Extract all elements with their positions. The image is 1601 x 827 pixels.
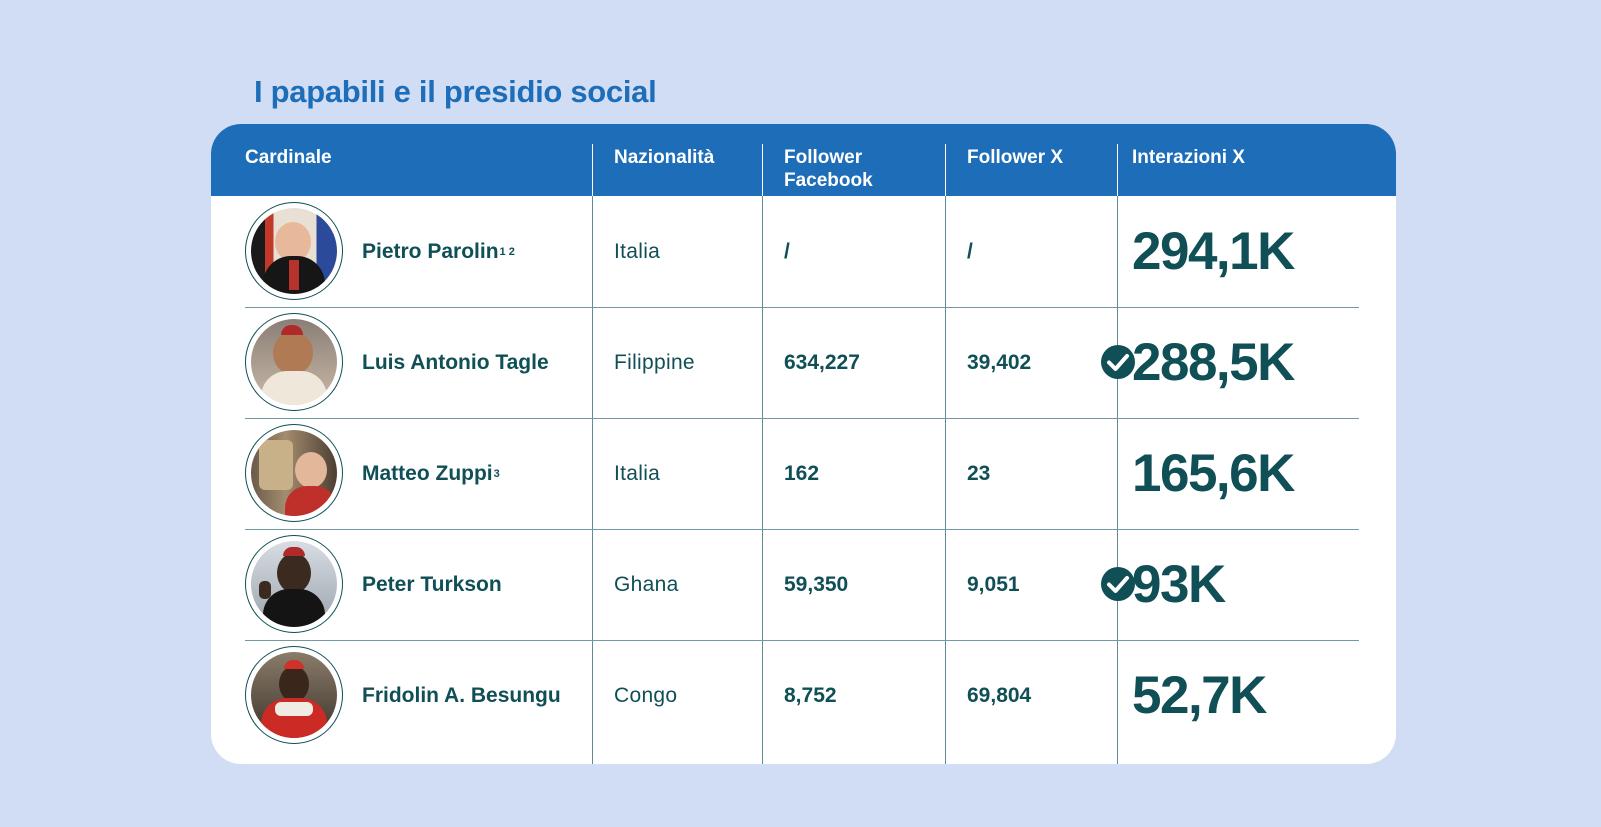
facebook-followers: 162	[784, 461, 820, 485]
header-follower-x: Follower X	[967, 147, 1064, 168]
cardinal-name-text: Pietro Parolin	[362, 239, 499, 263]
x-followers: /	[967, 239, 973, 263]
cardinal-name: Luis Antonio Tagle	[362, 307, 550, 418]
cardinal-name: Matteo Zuppi 3	[362, 418, 500, 529]
table-row: Matteo Zuppi 3 Italia 162 23 165,6K	[245, 418, 1359, 530]
facebook-followers: /	[784, 239, 790, 263]
header-interazioni-x: Interazioni X	[1132, 147, 1245, 168]
facebook-followers: 8,752	[784, 683, 837, 707]
table-row: Fridolin A. Besungu Congo 8,752 69,804 5…	[245, 640, 1359, 751]
table-row: Pietro Parolin 1 2 Italia / / 294,1K	[245, 196, 1359, 308]
column-divider	[945, 196, 946, 764]
header-follower-facebook: Follower Facebook	[784, 146, 873, 192]
cardinal-name: Peter Turkson	[362, 529, 503, 640]
page-title: I papabili e il presidio social	[254, 74, 657, 109]
header-follower-facebook-line1: Follower	[784, 147, 863, 168]
footnote-marker: 1 2	[499, 245, 515, 258]
avatar	[245, 646, 343, 744]
cardinal-name-text: Peter Turkson	[362, 572, 502, 596]
header-follower-facebook-line2: Facebook	[784, 170, 873, 191]
x-interactions: 294,1K	[1132, 222, 1295, 281]
x-followers: 39,402	[967, 350, 1032, 374]
cardinal-name-text: Fridolin A. Besungu	[362, 683, 561, 707]
column-divider	[592, 196, 593, 764]
x-interactions: 93K	[1132, 555, 1226, 614]
x-interactions: 288,5K	[1132, 333, 1295, 392]
nationality: Italia	[614, 461, 661, 485]
x-followers: 9,051	[967, 572, 1020, 596]
cardinal-name: Fridolin A. Besungu	[362, 640, 562, 751]
nationality: Congo	[614, 683, 678, 707]
footnote-marker: 3	[493, 467, 500, 480]
table-header: Cardinale Nazionalità Follower Facebook …	[211, 124, 1396, 196]
facebook-followers: 59,350	[784, 572, 849, 596]
header-nazionalita: Nazionalità	[614, 147, 715, 168]
cardinals-table: Cardinale Nazionalità Follower Facebook …	[211, 124, 1396, 764]
header-divider	[945, 144, 946, 196]
header-divider	[592, 144, 593, 196]
x-interactions: 165,6K	[1132, 444, 1295, 503]
avatar	[245, 313, 343, 411]
nationality: Filippine	[614, 350, 695, 374]
column-divider	[1117, 196, 1118, 764]
cardinal-name-text: Matteo Zuppi	[362, 461, 493, 485]
check-circle-icon	[1101, 567, 1135, 601]
x-followers: 69,804	[967, 683, 1032, 707]
x-interactions: 52,7K	[1132, 666, 1267, 725]
cardinal-name: Pietro Parolin 1 2	[362, 196, 515, 307]
header-cardinale: Cardinale	[245, 147, 332, 168]
header-divider	[762, 144, 763, 196]
avatar	[245, 535, 343, 633]
table-row: Peter Turkson Ghana 59,350 9,051 93K	[245, 529, 1359, 641]
table-row: Luis Antonio Tagle Filippine 634,227 39,…	[245, 307, 1359, 419]
nationality: Italia	[614, 239, 661, 263]
cardinal-name-text: Luis Antonio Tagle	[362, 350, 549, 374]
check-circle-icon	[1101, 345, 1135, 379]
avatar	[245, 424, 343, 522]
facebook-followers: 634,227	[784, 350, 860, 374]
column-divider	[762, 196, 763, 764]
header-divider	[1117, 144, 1118, 196]
nationality: Ghana	[614, 572, 679, 596]
x-followers: 23	[967, 461, 991, 485]
avatar	[245, 202, 343, 300]
